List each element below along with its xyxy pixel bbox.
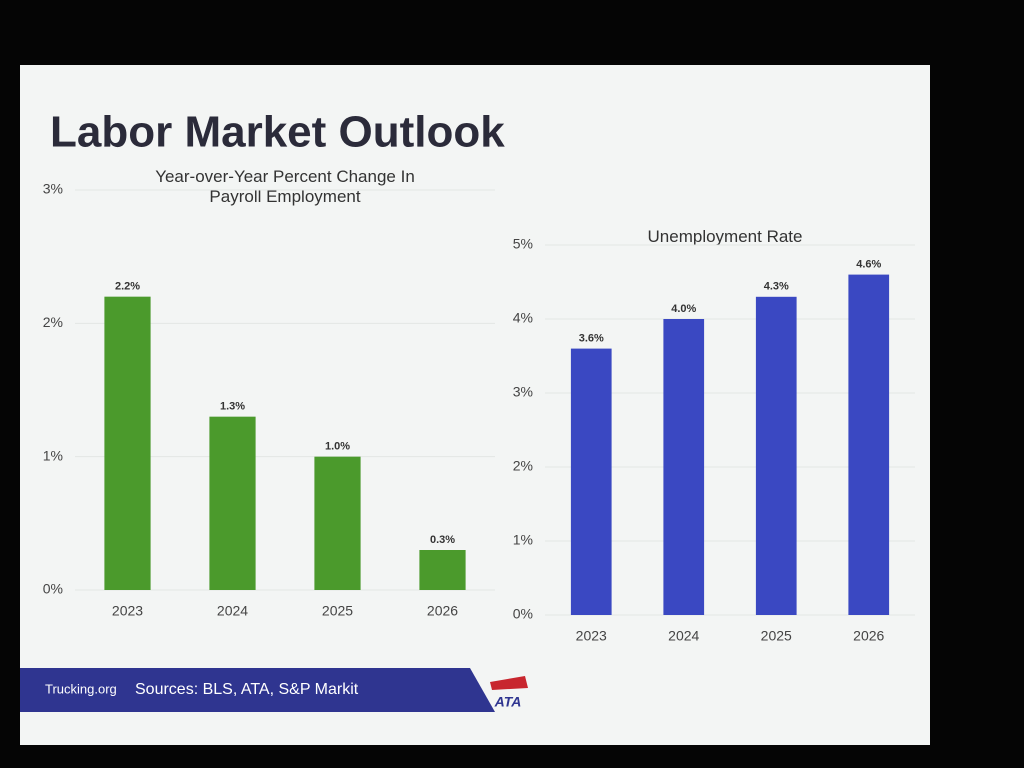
y-tick-label: 1%	[513, 532, 533, 548]
chart-title: Unemployment Rate	[648, 227, 803, 246]
y-tick-label: 0%	[513, 606, 533, 622]
x-tick-label: 2023	[576, 628, 607, 644]
y-tick-label: 3%	[513, 384, 533, 400]
value-label: 2.2%	[115, 281, 140, 293]
x-tick-label: 2026	[427, 603, 458, 619]
y-tick-label: 4%	[513, 310, 533, 326]
value-label: 4.3%	[764, 281, 789, 293]
x-tick-label: 2026	[853, 628, 884, 644]
footer-sources: Sources: BLS, ATA, S&P Markit	[135, 681, 359, 698]
bar	[104, 296, 151, 590]
logo-flag	[490, 676, 528, 690]
x-tick-label: 2024	[668, 628, 699, 644]
x-tick-label: 2024	[217, 603, 248, 619]
y-tick-label: 2%	[43, 314, 63, 330]
y-tick-label: 2%	[513, 458, 533, 474]
x-tick-label: 2023	[112, 603, 143, 619]
bar	[570, 348, 612, 615]
bar	[419, 550, 466, 590]
value-label: 4.0%	[671, 303, 696, 315]
bar	[663, 319, 705, 615]
slide-title: Labor Market Outlook	[50, 108, 505, 157]
x-tick-label: 2025	[761, 628, 792, 644]
bar	[209, 416, 256, 590]
bar	[848, 274, 890, 615]
y-tick-label: 1%	[43, 447, 63, 463]
value-label: 0.3%	[430, 534, 455, 546]
footer-logo: ATA	[494, 694, 522, 710]
y-tick-label: 3%	[43, 181, 63, 197]
footer-band	[20, 668, 495, 712]
chart-title: Year-over-Year Percent Change In Payroll …	[155, 167, 415, 206]
value-label: 1.3%	[220, 401, 245, 413]
x-tick-label: 2025	[322, 603, 353, 619]
value-label: 1.0%	[325, 441, 350, 453]
bar	[314, 456, 361, 590]
y-tick-label: 5%	[513, 236, 533, 252]
value-label: 4.6%	[856, 259, 881, 271]
footer-site: Trucking.org	[45, 681, 117, 696]
value-label: 3.6%	[579, 333, 604, 345]
bar	[755, 296, 797, 615]
charts: Year-over-Year Percent Change In Payroll …	[43, 167, 915, 644]
y-tick-label: 0%	[43, 581, 63, 597]
